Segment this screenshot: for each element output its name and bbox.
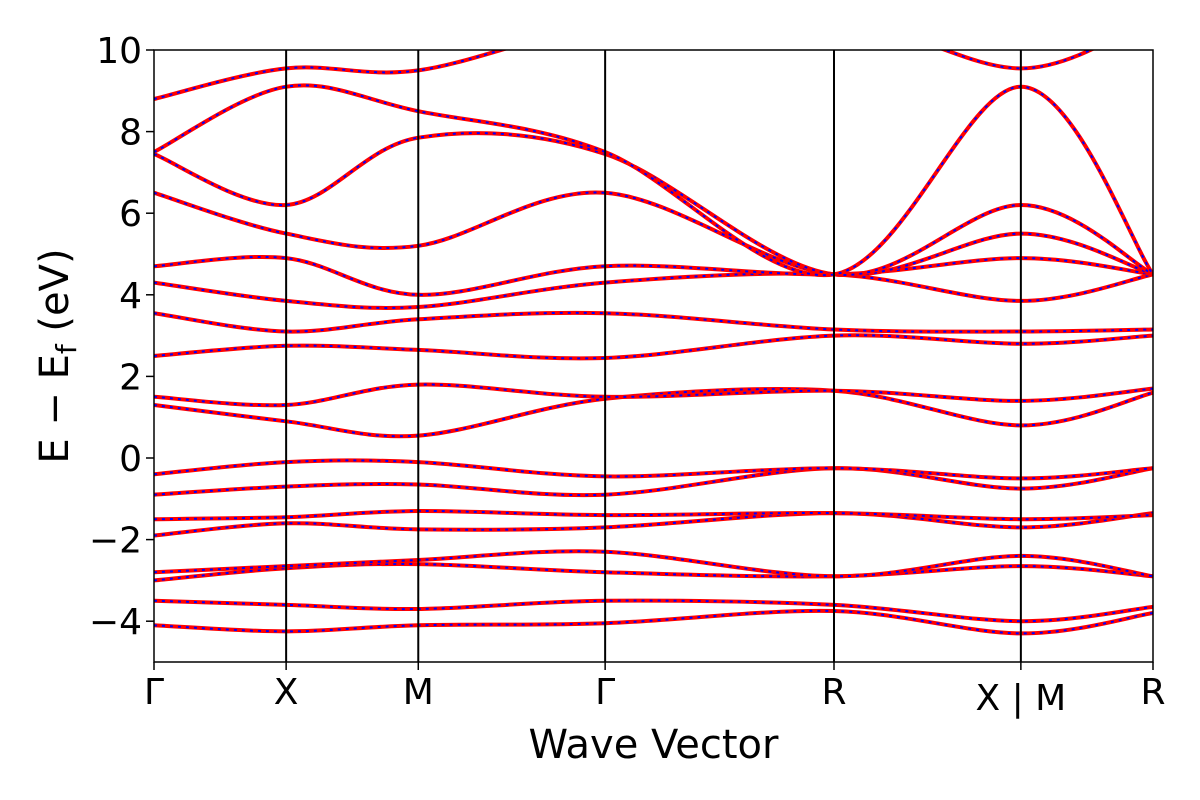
band-line-7: [154, 466, 1153, 498]
band-overlay-1: [154, 609, 1153, 635]
band-overlay-5: [154, 512, 1153, 537]
y-tick-label: 4: [119, 276, 142, 317]
bands-layer: [154, 50, 1153, 636]
band-overlay-16: [154, 132, 1153, 276]
band-line-14: [154, 254, 1153, 297]
x-axis-ticks: Γ X M Γ R X | M R: [144, 662, 1166, 719]
band-overlay-4: [154, 550, 1153, 578]
band-overlay-9: [154, 388, 1153, 438]
x-tick-label: X: [274, 672, 299, 713]
band-overlay-8: [154, 459, 1153, 480]
band-overlay-6: [154, 509, 1153, 521]
y-tick-label: 6: [119, 194, 142, 235]
x-tick-label: X | M: [975, 678, 1066, 719]
band-line-8: [154, 458, 1153, 481]
x-tick-label: Γ: [595, 672, 615, 713]
band-line-10: [154, 382, 1153, 408]
y-tick-label: 0: [119, 439, 142, 480]
kpoint-lines: [285, 50, 1022, 662]
y-tick-label: 2: [119, 357, 142, 398]
y-axis-ticks: −4 −2 0 2 4 6 8 10: [89, 31, 154, 643]
band-overlay-7: [154, 467, 1153, 497]
y-axis-label-main: E − E: [32, 354, 78, 464]
x-axis-label: Wave Vector: [529, 722, 780, 768]
band-overlay-3: [154, 562, 1153, 582]
x-tick-label: R: [1140, 672, 1165, 713]
band-overlay-15: [154, 191, 1153, 277]
band-overlay-13: [154, 272, 1153, 309]
y-tick-label: 10: [96, 31, 142, 72]
band-line-12: [154, 310, 1153, 334]
band-line-2: [154, 598, 1153, 624]
y-tick-label: −2: [89, 521, 142, 562]
plot-frame: [153, 49, 1154, 663]
band-line-11: [154, 333, 1153, 361]
y-axis-label-sub: f: [50, 343, 83, 354]
band-overlay-14: [154, 255, 1153, 296]
y-tick-label: −4: [89, 602, 142, 643]
band-overlay-12: [154, 311, 1153, 333]
y-axis-label-unit: (eV): [32, 248, 78, 344]
y-axis-label: E − Ef (eV): [32, 248, 83, 463]
band-overlay-11: [154, 334, 1153, 360]
x-tick-label: R: [821, 672, 846, 713]
band-overlay-17: [154, 84, 1153, 277]
band-overlay-2: [154, 599, 1153, 623]
band-overlay-10: [154, 383, 1153, 407]
band-line-13: [154, 271, 1153, 310]
y-tick-label: 8: [119, 113, 142, 154]
x-tick-label: Γ: [144, 672, 164, 713]
x-tick-label: M: [403, 672, 434, 713]
band-line-17: [154, 83, 1153, 278]
